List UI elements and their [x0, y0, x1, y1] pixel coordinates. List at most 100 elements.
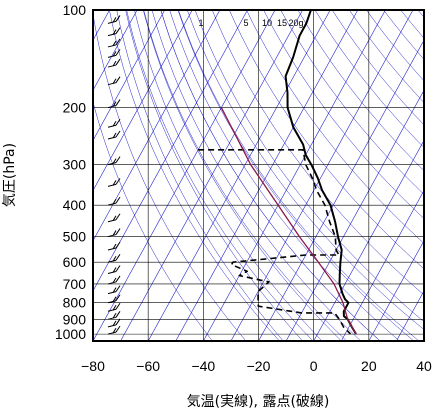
isotherm-line	[230, 10, 414, 341]
isotherm-line	[175, 10, 359, 341]
isotherm-line	[340, 189, 424, 341]
dry-adiabat-line	[246, 10, 424, 244]
wind-barb-feather	[112, 29, 117, 35]
moist-adiabat-line	[169, 10, 400, 341]
wind-barb	[107, 311, 121, 320]
wind-barb	[107, 302, 121, 312]
y-tick-label: 500	[63, 229, 87, 245]
mixing-ratio-label: 5	[243, 18, 248, 28]
wind-barb-feather	[115, 27, 121, 34]
wind-barb-staff	[107, 234, 117, 238]
wind-barb-feather	[115, 196, 121, 204]
y-tick-label: 100	[63, 2, 87, 18]
dry-adiabat-line	[349, 10, 424, 103]
wind-barb-staff	[107, 82, 117, 86]
wind-barb	[107, 49, 121, 58]
wind-barb-feather	[115, 178, 121, 185]
mixing-ratio-label: 15	[277, 18, 287, 28]
y-tick-label: 1000	[55, 326, 86, 342]
dry-adiabat-line	[160, 10, 381, 341]
wind-barbs	[107, 4, 121, 335]
y-tick-label: 600	[63, 254, 87, 270]
wind-barb	[107, 253, 121, 263]
wind-barb-staff	[107, 247, 117, 251]
dry-adiabat-line	[383, 10, 424, 60]
dry-adiabat-line	[400, 10, 424, 39]
wind-barb-feather	[112, 215, 117, 221]
dewpoint-profile-line	[198, 149, 352, 335]
wind-barb-feather	[115, 241, 121, 249]
dry-adiabat-line	[229, 10, 424, 270]
wind-barb	[107, 275, 121, 285]
x-tick-label: 0	[310, 358, 318, 374]
wind-barb-staff	[107, 54, 117, 58]
wind-barb-feather	[115, 38, 121, 46]
wind-barb-feather	[112, 40, 117, 47]
mixing-ratio-labels: 1 5 10 15 20g	[198, 18, 303, 28]
dry-adiabat-line	[263, 10, 424, 219]
isotherm-line	[93, 10, 248, 292]
dry-adiabat-line	[93, 101, 213, 341]
wind-barb-feather	[115, 311, 121, 318]
x-tick-label: 40	[416, 358, 432, 374]
y-axis-title: 気圧(hPa)	[2, 143, 18, 207]
plot-frame	[92, 9, 425, 342]
wind-barb-staff	[107, 64, 117, 68]
wind-barb-feather	[112, 230, 117, 236]
wind-barb-feather	[112, 267, 117, 273]
wind-barb	[107, 156, 121, 166]
isotherm-line	[396, 290, 424, 341]
isotherm-line	[285, 89, 424, 341]
wind-barb-feather	[115, 49, 121, 56]
wind-barb	[107, 118, 121, 128]
wind-barb-feather	[115, 285, 121, 292]
wind-barb	[107, 325, 121, 335]
wind-barb-feather	[113, 4, 116, 9]
wind-barb-feather	[112, 313, 117, 319]
isotherm-line	[423, 340, 424, 341]
wind-barb-feather	[115, 302, 121, 310]
wind-barb	[107, 285, 121, 295]
wind-barb-feather	[112, 287, 117, 293]
wind-barb-feather	[112, 51, 117, 57]
isotherm-line	[147, 10, 331, 341]
x-tick-label: −20	[247, 358, 271, 374]
moist-adiabat-line	[151, 10, 361, 341]
wind-barb-staff	[107, 105, 117, 109]
y-tick-label: 200	[63, 100, 87, 116]
dry-adiabat-line	[211, 10, 424, 296]
wind-barb	[107, 241, 121, 251]
guide-lines	[93, 10, 424, 341]
wind-barb-staff	[107, 124, 117, 128]
wind-barb-staff	[107, 308, 117, 312]
dry-adiabat-line	[280, 10, 424, 195]
x-axis-ticks: −80 −60 −40 −20 0 20 40	[81, 358, 432, 374]
wind-barb-staff	[107, 20, 117, 24]
wind-barb-feather	[115, 294, 121, 301]
isotherm-line	[93, 10, 193, 192]
moist-adiabat-line	[116, 10, 284, 341]
wind-barb-feather	[115, 213, 121, 221]
x-tick-label: 20	[361, 358, 377, 374]
moist-adiabat-line	[134, 10, 323, 341]
y-tick-label: 300	[63, 157, 87, 173]
wind-barb	[107, 228, 121, 238]
wind-barb-staff	[107, 259, 117, 263]
wind-barb-feather	[115, 99, 121, 106]
y-tick-label: 800	[63, 295, 87, 311]
wind-barb-feather	[112, 320, 117, 327]
x-tick-label: −60	[136, 358, 160, 374]
wind-barb	[108, 4, 116, 11]
moist-adiabat-line	[160, 10, 381, 341]
wind-barb-feather	[112, 296, 117, 302]
wind-barb-feather	[112, 198, 117, 205]
wind-barb-feather	[112, 132, 117, 139]
wind-barb-feather	[115, 228, 121, 235]
wind-barb-feather	[112, 304, 117, 311]
wind-barb-staff	[107, 316, 117, 320]
isotherm-line	[203, 10, 386, 341]
x-axis-title: 気温(実線), 露点(破線)	[187, 394, 330, 410]
wind-barb	[107, 15, 121, 24]
